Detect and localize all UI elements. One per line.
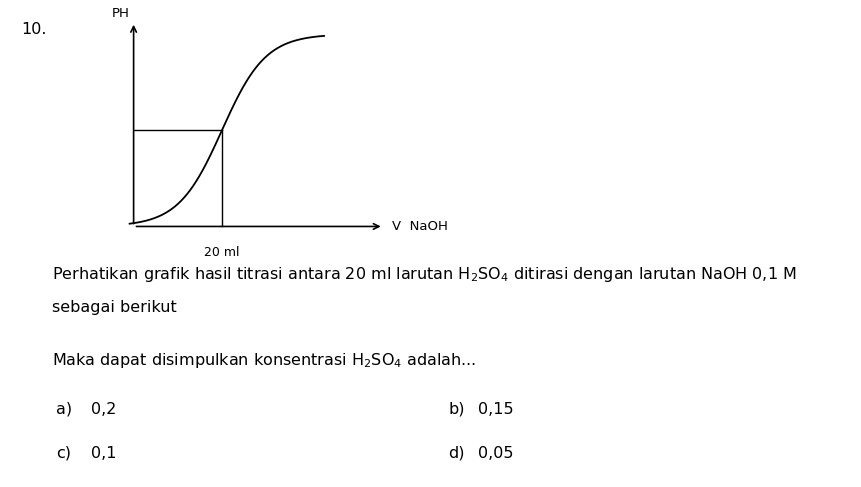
Text: a): a) <box>56 402 72 417</box>
Text: 0,15: 0,15 <box>478 402 513 417</box>
Text: c): c) <box>56 446 71 461</box>
Text: 0,05: 0,05 <box>478 446 513 461</box>
Text: 0,2: 0,2 <box>90 402 115 417</box>
Text: Maka dapat disimpulkan konsentrasi H$_2$SO$_4$ adalah...: Maka dapat disimpulkan konsentrasi H$_2$… <box>52 351 475 370</box>
Text: 0,1: 0,1 <box>90 446 116 461</box>
Text: 20 ml: 20 ml <box>204 246 239 259</box>
Text: Perhatikan grafik hasil titrasi antara 20 ml larutan H$_2$SO$_4$ ditirasi dengan: Perhatikan grafik hasil titrasi antara 2… <box>52 265 796 284</box>
Text: b): b) <box>448 402 464 417</box>
Text: sebagai berikut: sebagai berikut <box>52 300 177 316</box>
Text: PH: PH <box>111 7 129 20</box>
Text: 10.: 10. <box>22 22 47 37</box>
Text: d): d) <box>448 446 464 461</box>
Text: V  NaOH: V NaOH <box>392 220 448 233</box>
